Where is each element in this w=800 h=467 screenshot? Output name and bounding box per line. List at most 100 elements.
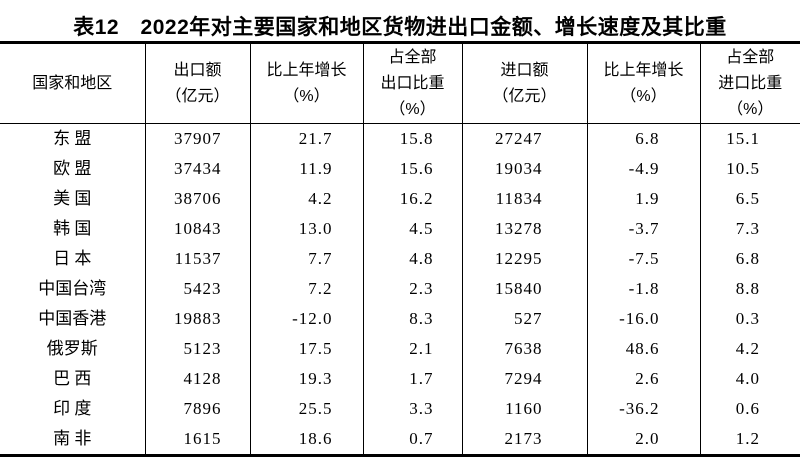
column-header-export-share: 占全部 出口比重 （%） (362, 42, 462, 124)
import-value-cell: 13278 (461, 214, 587, 244)
import-share-cell: 0.3 (699, 304, 800, 334)
import-value-cell: 2173 (461, 424, 587, 456)
column-header-export-value: 出口额 （亿元） (144, 42, 250, 124)
region-cell: 中国香港 (38, 309, 107, 328)
region-cell: 印 度 (53, 399, 92, 418)
import-value-cell: 7638 (461, 334, 587, 364)
region-cell: 欧 盟 (53, 159, 92, 178)
export-growth-cell: 18.6 (249, 424, 363, 456)
table-row: 中国台湾 5423 7.2 2.3 15840 -1.8 8.8 (0, 274, 800, 304)
table-row: 欧 盟 37434 11.9 15.6 19034 -4.9 10.5 (0, 154, 800, 184)
export-growth-cell: 25.5 (249, 394, 363, 424)
import-growth-cell: 1.9 (586, 184, 700, 214)
column-header-import-growth: 比上年增长 （%） (586, 42, 700, 124)
import-share-cell: 6.8 (699, 244, 800, 274)
region-cell: 日 本 (53, 249, 92, 268)
table-body: 东 盟 37907 21.7 15.8 27247 6.8 15.1 欧 盟 3… (0, 123, 800, 456)
region-cell: 南 非 (53, 429, 92, 448)
export-share-cell: 16.2 (362, 184, 462, 214)
import-value-cell: 27247 (461, 123, 587, 154)
export-growth-cell: 7.2 (249, 274, 363, 304)
export-share-cell: 4.5 (362, 214, 462, 244)
table-row: 韩 国 10843 13.0 4.5 13278 -3.7 7.3 (0, 214, 800, 244)
import-growth-cell: -16.0 (586, 304, 700, 334)
column-header-region: 国家和地区 (0, 42, 145, 124)
export-growth-cell: -12.0 (249, 304, 363, 334)
export-value-cell: 5423 (144, 274, 250, 304)
region-cell: 美 国 (53, 189, 92, 208)
export-value-cell: 37434 (144, 154, 250, 184)
table-row: 东 盟 37907 21.7 15.8 27247 6.8 15.1 (0, 123, 800, 154)
column-header-import-share: 占全部 进口比重 （%） (699, 42, 800, 124)
export-value-cell: 10843 (144, 214, 250, 244)
header-row: 国家和地区 出口额 （亿元） 比上年增长 （%） 占全部 出口比重 （%） 进口… (0, 42, 800, 124)
export-share-cell: 1.7 (362, 364, 462, 394)
import-growth-cell: -4.9 (586, 154, 700, 184)
table-row: 巴 西 4128 19.3 1.7 7294 2.6 4.0 (0, 364, 800, 394)
export-value-cell: 37907 (144, 123, 250, 154)
export-share-cell: 4.8 (362, 244, 462, 274)
column-header-export-growth: 比上年增长 （%） (249, 42, 363, 124)
import-share-cell: 15.1 (699, 123, 800, 154)
export-value-cell: 5123 (144, 334, 250, 364)
export-growth-cell: 4.2 (249, 184, 363, 214)
export-growth-cell: 17.5 (249, 334, 363, 364)
import-share-cell: 1.2 (699, 424, 800, 456)
import-value-cell: 7294 (461, 364, 587, 394)
export-share-cell: 15.6 (362, 154, 462, 184)
import-growth-cell: 48.6 (586, 334, 700, 364)
export-growth-cell: 13.0 (249, 214, 363, 244)
import-value-cell: 19034 (461, 154, 587, 184)
import-share-cell: 7.3 (699, 214, 800, 244)
export-share-cell: 0.7 (362, 424, 462, 456)
import-growth-cell: -36.2 (586, 394, 700, 424)
import-share-cell: 10.5 (699, 154, 800, 184)
import-growth-cell: 2.6 (586, 364, 700, 394)
import-share-cell: 0.6 (699, 394, 800, 424)
import-growth-cell: 6.8 (586, 123, 700, 154)
region-cell: 韩 国 (53, 219, 92, 238)
import-share-cell: 4.2 (699, 334, 800, 364)
region-cell: 东 盟 (53, 129, 92, 148)
export-share-cell: 2.3 (362, 274, 462, 304)
import-share-cell: 4.0 (699, 364, 800, 394)
export-value-cell: 38706 (144, 184, 250, 214)
export-value-cell: 4128 (144, 364, 250, 394)
table-row: 日 本 11537 7.7 4.8 12295 -7.5 6.8 (0, 244, 800, 274)
export-share-cell: 3.3 (362, 394, 462, 424)
trade-table: 国家和地区 出口额 （亿元） 比上年增长 （%） 占全部 出口比重 （%） 进口… (0, 41, 800, 457)
import-value-cell: 15840 (461, 274, 587, 304)
import-growth-cell: -1.8 (586, 274, 700, 304)
import-value-cell: 1160 (461, 394, 587, 424)
table-row: 印 度 7896 25.5 3.3 1160 -36.2 0.6 (0, 394, 800, 424)
import-value-cell: 11834 (461, 184, 587, 214)
export-value-cell: 7896 (144, 394, 250, 424)
import-share-cell: 8.8 (699, 274, 800, 304)
import-share-cell: 6.5 (699, 184, 800, 214)
import-growth-cell: -7.5 (586, 244, 700, 274)
column-header-import-value: 进口额 （亿元） (461, 42, 587, 124)
export-value-cell: 11537 (144, 244, 250, 274)
export-share-cell: 15.8 (362, 123, 462, 154)
export-growth-cell: 19.3 (249, 364, 363, 394)
region-cell: 中国台湾 (38, 279, 107, 298)
export-share-cell: 8.3 (362, 304, 462, 334)
export-growth-cell: 11.9 (249, 154, 363, 184)
table-row: 俄罗斯 5123 17.5 2.1 7638 48.6 4.2 (0, 334, 800, 364)
import-value-cell: 12295 (461, 244, 587, 274)
region-cell: 巴 西 (53, 369, 92, 388)
region-cell: 俄罗斯 (46, 339, 98, 358)
import-growth-cell: 2.0 (586, 424, 700, 456)
table-header: 国家和地区 出口额 （亿元） 比上年增长 （%） 占全部 出口比重 （%） 进口… (0, 42, 800, 124)
export-share-cell: 2.1 (362, 334, 462, 364)
table-row: 美 国 38706 4.2 16.2 11834 1.9 6.5 (0, 184, 800, 214)
export-value-cell: 1615 (144, 424, 250, 456)
table-row: 中国香港 19883 -12.0 8.3 527 -16.0 0.3 (0, 304, 800, 334)
import-growth-cell: -3.7 (586, 214, 700, 244)
export-value-cell: 19883 (144, 304, 250, 334)
import-value-cell: 527 (461, 304, 587, 334)
page-title: 表12 2022年对主要国家和地区货物进出口金额、增长速度及其比重 (73, 16, 727, 39)
table-row: 南 非 1615 18.6 0.7 2173 2.0 1.2 (0, 424, 800, 456)
export-growth-cell: 7.7 (249, 244, 363, 274)
